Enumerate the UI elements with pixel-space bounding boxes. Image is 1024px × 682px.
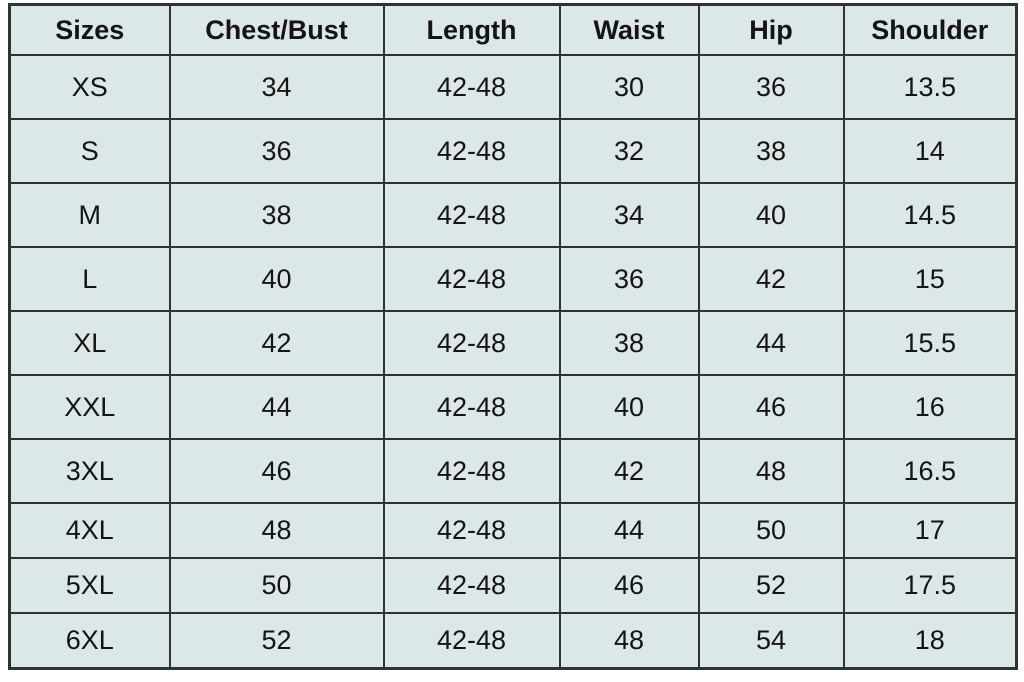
chest-value: 50 bbox=[168, 557, 385, 614]
shoulder-value: 17 bbox=[842, 502, 1018, 559]
shoulder-value: 14.5 bbox=[842, 182, 1018, 248]
column-header-shoulder: Shoulder bbox=[842, 3, 1018, 56]
chest-value: 38 bbox=[168, 182, 385, 248]
size-label: 4XL bbox=[8, 502, 171, 559]
chest-value: 42 bbox=[168, 310, 385, 376]
length-value: 42-48 bbox=[382, 612, 561, 670]
waist-value: 38 bbox=[558, 310, 700, 376]
length-value: 42-48 bbox=[382, 54, 561, 120]
column-header-sizes: Sizes bbox=[8, 3, 171, 56]
shoulder-value: 13.5 bbox=[842, 54, 1018, 120]
length-value: 42-48 bbox=[382, 374, 561, 440]
chest-value: 36 bbox=[168, 118, 385, 184]
waist-value: 34 bbox=[558, 182, 700, 248]
waist-value: 40 bbox=[558, 374, 700, 440]
size-label: L bbox=[8, 246, 171, 312]
table-row-xxl: XXL 44 42-48 40 46 16 bbox=[8, 374, 1018, 440]
column-header-chest: Chest/Bust bbox=[168, 3, 385, 56]
size-label: 3XL bbox=[8, 438, 171, 504]
chest-value: 40 bbox=[168, 246, 385, 312]
shoulder-value: 18 bbox=[842, 612, 1018, 670]
shoulder-value: 16.5 bbox=[842, 438, 1018, 504]
table-row-xs: XS 34 42-48 30 36 13.5 bbox=[8, 54, 1018, 120]
table-row-5xl: 5XL 50 42-48 46 52 17.5 bbox=[8, 557, 1018, 614]
waist-value: 48 bbox=[558, 612, 700, 670]
size-chart-page: Sizes Chest/Bust Length Waist Hip Should… bbox=[8, 3, 1018, 670]
table-row-s: S 36 42-48 32 38 14 bbox=[8, 118, 1018, 184]
hip-value: 50 bbox=[697, 502, 845, 559]
chest-value: 46 bbox=[168, 438, 385, 504]
table-row-3xl: 3XL 46 42-48 42 48 16.5 bbox=[8, 438, 1018, 504]
waist-value: 36 bbox=[558, 246, 700, 312]
size-chart-table: Sizes Chest/Bust Length Waist Hip Should… bbox=[8, 3, 1018, 670]
size-label: 6XL bbox=[8, 612, 171, 670]
hip-value: 54 bbox=[697, 612, 845, 670]
waist-value: 42 bbox=[558, 438, 700, 504]
shoulder-value: 16 bbox=[842, 374, 1018, 440]
column-header-waist: Waist bbox=[558, 3, 700, 56]
size-label: XS bbox=[8, 54, 171, 120]
size-label: XL bbox=[8, 310, 171, 376]
waist-value: 32 bbox=[558, 118, 700, 184]
table-row-6xl: 6XL 52 42-48 48 54 18 bbox=[8, 612, 1018, 670]
length-value: 42-48 bbox=[382, 310, 561, 376]
hip-value: 40 bbox=[697, 182, 845, 248]
length-value: 42-48 bbox=[382, 118, 561, 184]
chest-value: 44 bbox=[168, 374, 385, 440]
size-label: M bbox=[8, 182, 171, 248]
chest-value: 34 bbox=[168, 54, 385, 120]
waist-value: 46 bbox=[558, 557, 700, 614]
table-row-4xl: 4XL 48 42-48 44 50 17 bbox=[8, 502, 1018, 559]
hip-value: 42 bbox=[697, 246, 845, 312]
chest-value: 48 bbox=[168, 502, 385, 559]
hip-value: 44 bbox=[697, 310, 845, 376]
waist-value: 44 bbox=[558, 502, 700, 559]
hip-value: 48 bbox=[697, 438, 845, 504]
length-value: 42-48 bbox=[382, 502, 561, 559]
length-value: 42-48 bbox=[382, 557, 561, 614]
column-header-length: Length bbox=[382, 3, 561, 56]
header-row: Sizes Chest/Bust Length Waist Hip Should… bbox=[8, 3, 1018, 56]
hip-value: 36 bbox=[697, 54, 845, 120]
chest-value: 52 bbox=[168, 612, 385, 670]
hip-value: 38 bbox=[697, 118, 845, 184]
size-label: S bbox=[8, 118, 171, 184]
length-value: 42-48 bbox=[382, 182, 561, 248]
size-label: XXL bbox=[8, 374, 171, 440]
shoulder-value: 17.5 bbox=[842, 557, 1018, 614]
waist-value: 30 bbox=[558, 54, 700, 120]
length-value: 42-48 bbox=[382, 438, 561, 504]
table-row-xl: XL 42 42-48 38 44 15.5 bbox=[8, 310, 1018, 376]
shoulder-value: 15 bbox=[842, 246, 1018, 312]
length-value: 42-48 bbox=[382, 246, 561, 312]
hip-value: 46 bbox=[697, 374, 845, 440]
shoulder-value: 14 bbox=[842, 118, 1018, 184]
hip-value: 52 bbox=[697, 557, 845, 614]
table-row-l: L 40 42-48 36 42 15 bbox=[8, 246, 1018, 312]
size-label: 5XL bbox=[8, 557, 171, 614]
shoulder-value: 15.5 bbox=[842, 310, 1018, 376]
table-row-m: M 38 42-48 34 40 14.5 bbox=[8, 182, 1018, 248]
column-header-hip: Hip bbox=[697, 3, 845, 56]
